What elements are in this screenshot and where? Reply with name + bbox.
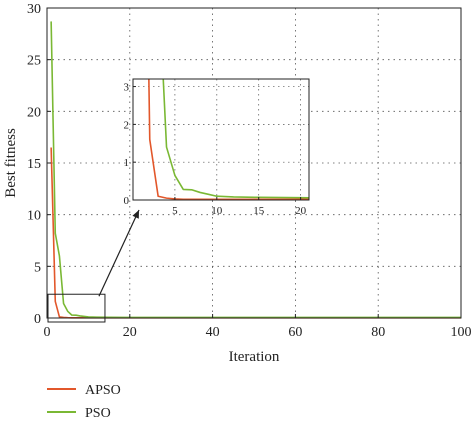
inset-x-tick-label: 20 <box>295 205 307 217</box>
zoom-arrowhead <box>132 210 139 219</box>
x-tick-label: 100 <box>451 325 472 340</box>
legend: APSO PSO <box>47 383 121 421</box>
x-tick-label: 20 <box>123 325 137 340</box>
series-line-pso <box>50 21 461 319</box>
inset-y-tick-label: 1 <box>124 157 130 169</box>
series-line-pso <box>162 79 309 199</box>
x-tick-label: 80 <box>371 325 385 340</box>
x-tick-label: 60 <box>288 325 302 340</box>
inset-x-tick-label: 15 <box>253 205 265 217</box>
inset-y-tick-label: 3 <box>124 82 130 94</box>
x-axis-title: Iteration <box>229 349 280 365</box>
y-tick-label: 0 <box>34 312 41 327</box>
y-tick-label: 30 <box>27 2 41 17</box>
zoom-arrow <box>98 209 140 297</box>
zoom-box <box>47 293 106 323</box>
y-tick-label: 15 <box>27 157 41 172</box>
inset-background <box>133 79 309 200</box>
y-tick-label: 10 <box>27 209 41 224</box>
inset-grid <box>133 79 309 200</box>
y-axis-title: Best fitness <box>3 128 19 198</box>
inset-y-tick-label: 2 <box>124 119 130 131</box>
inset-frame <box>132 78 310 201</box>
y-tick-label: 5 <box>34 260 41 275</box>
legend-label-pso: PSO <box>85 406 111 421</box>
x-tick-label: 0 <box>44 325 51 340</box>
x-tick-label: 40 <box>206 325 220 340</box>
y-tick-label: 20 <box>27 105 41 120</box>
inset-ticks: 5 10 15 20 0 1 2 3 <box>124 82 307 217</box>
inset-x-tick-label: 10 <box>211 205 223 217</box>
legend-label-apso: APSO <box>85 383 121 398</box>
y-tick-label: 25 <box>27 54 41 69</box>
inset-y-tick-label: 0 <box>124 195 130 207</box>
inset-x-tick-label: 5 <box>172 205 178 217</box>
